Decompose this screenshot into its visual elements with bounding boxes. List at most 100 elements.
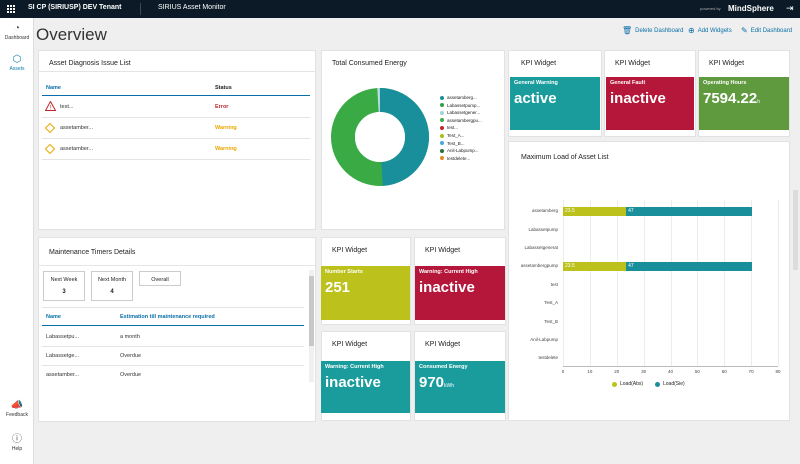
kpi-tile[interactable]: Warning: Current High inactive	[415, 266, 505, 320]
tab-overall[interactable]: Overall	[139, 271, 181, 286]
add-widgets-label: Add Widgets	[697, 27, 732, 34]
legend-item[interactable]: Test_B...	[440, 141, 465, 146]
kpi-value: 7594.22h	[703, 90, 760, 107]
column-header-status[interactable]: Status	[215, 85, 232, 91]
edit-dashboard-button[interactable]: ✎ Edit Dashboard	[741, 26, 792, 35]
maintenance-panel: Maintenance Timers Details	[38, 237, 316, 422]
legend-label: assetambergpu...	[447, 117, 482, 123]
bar[interactable]: 47	[626, 206, 753, 216]
kpi-unit: kWh	[444, 383, 455, 389]
y-tick-label: Labassetpump	[528, 226, 558, 232]
kpi-tile[interactable]: Number Starts 251	[321, 266, 410, 320]
donut-slice[interactable]	[331, 88, 429, 186]
kpi-value-text: inactive	[610, 90, 666, 107]
pencil-icon: ✎	[741, 26, 748, 35]
kpi-label: Warning: Current High	[419, 269, 478, 275]
sidebar-item-feedback[interactable]: 📣 Feedback	[0, 400, 34, 418]
x-tick-label: 80	[775, 369, 781, 374]
divider	[42, 138, 310, 139]
panel-title: Asset Diagnosis Issue List	[49, 60, 131, 67]
column-header-name[interactable]: Name	[46, 85, 61, 91]
kpi-label: Warning: Current High	[325, 364, 384, 370]
top-bar: SI CP (SIRIUSP) DEV Tenant SIRIUS Asset …	[0, 0, 800, 18]
kpi-tile[interactable]: Operating Hours 7594.22h	[699, 77, 789, 130]
sidebar-item-label: Help	[11, 446, 23, 452]
bar[interactable]: 23.5	[563, 206, 627, 216]
asset-diagnosis-panel: Asset Diagnosis Issue List	[38, 50, 316, 230]
tab-label: Next Month	[97, 277, 127, 283]
kpi-tile[interactable]: General Warning active	[510, 77, 600, 130]
row-estimation: Overdue	[120, 372, 142, 378]
energy-donut-chart[interactable]	[330, 87, 430, 187]
x-axis	[563, 366, 778, 367]
legend-label: Load(Abs)	[620, 381, 644, 387]
legend-item[interactable]: Anil-Labpump...	[440, 148, 479, 153]
kpi-value: 251	[325, 279, 350, 296]
legend-label: testdelete...	[447, 155, 471, 161]
legend-item[interactable]: Load(Sie)	[655, 381, 685, 387]
help-icon: ⓘ	[12, 434, 22, 445]
kpi-label: General Fault	[610, 80, 646, 86]
sidebar-item-assets[interactable]: ⬡ Assets	[0, 54, 34, 72]
sidebar-item-dashboard[interactable]: ◔ Dashboard	[0, 23, 34, 41]
feedback-icon: 📣	[10, 400, 24, 411]
legend-item[interactable]: assetambergpu...	[440, 118, 482, 123]
legend-label: Load(Sie)	[663, 381, 685, 387]
legend-swatch	[440, 103, 444, 108]
delete-dashboard-button[interactable]: 🗑 Delete Dashboard	[622, 26, 684, 35]
gridline	[616, 200, 618, 366]
bar-value-label: 47	[628, 262, 634, 269]
row-name: assetamber...	[60, 125, 94, 131]
legend-swatch	[440, 133, 444, 138]
assets-icon: ⬡	[12, 54, 22, 65]
tab-label: Overall	[151, 277, 169, 283]
warning-triangle-icon: !	[45, 101, 56, 111]
divider	[42, 307, 304, 308]
bar-value-label: 23.5	[565, 207, 575, 214]
legend-item[interactable]: test...	[440, 125, 458, 130]
legend-item[interactable]: testdelete...	[440, 156, 470, 161]
gridline	[589, 200, 591, 366]
y-tick-label: test	[550, 281, 558, 287]
kpi-tile[interactable]: Consumed Energy 970kWh	[415, 361, 505, 413]
legend-swatch	[440, 156, 444, 161]
bar[interactable]: 47	[626, 261, 753, 271]
legend-swatch	[655, 381, 660, 387]
legend-item[interactable]: Test_A...	[440, 133, 465, 138]
x-tick-label: 10	[587, 369, 593, 374]
chart-title: Maximum Load of Asset List	[521, 154, 609, 161]
legend-item[interactable]: assetamberg...	[440, 95, 477, 100]
legend-label: Anil-Labpump...	[447, 148, 479, 154]
column-header-estimation[interactable]: Estimation till maintenance required	[120, 314, 215, 320]
bar[interactable]: 23.5	[563, 261, 627, 271]
kpi-value-text: 251	[325, 279, 351, 296]
kpi-label: Consumed Energy	[419, 364, 468, 370]
scrollbar-thumb[interactable]	[309, 276, 314, 346]
page-scrollbar[interactable]	[793, 190, 798, 270]
kpi-tile[interactable]: General Fault inactive	[606, 77, 694, 130]
add-widgets-button[interactable]: ⊕ Add Widgets	[688, 26, 732, 35]
legend-label: Test_B...	[447, 140, 465, 146]
sidebar: ◔ Dashboard ⬡ Assets 📣 Feedback ⓘ Help	[0, 18, 34, 464]
panel-title: Total Consumed Energy	[332, 60, 407, 67]
brand-logo: MindSphere	[728, 4, 774, 13]
legend-item[interactable]: Labassetpump...	[440, 103, 480, 108]
app-launcher-icon[interactable]	[7, 5, 15, 13]
tab-next-week[interactable]: Next Week 3	[43, 271, 85, 301]
sidebar-item-label: Assets	[9, 66, 25, 72]
sidebar-item-label: Feedback	[6, 412, 28, 418]
row-estimation: Overdue	[120, 353, 142, 359]
warning-diamond-icon	[45, 123, 55, 133]
panel-title: KPI Widget	[332, 247, 368, 254]
donut-hole	[355, 112, 405, 162]
column-header-name[interactable]: Name	[46, 314, 61, 320]
panel-title: KPI Widget	[425, 247, 461, 254]
legend-swatch	[440, 110, 444, 115]
sidebar-item-help[interactable]: ⓘ Help	[0, 430, 34, 452]
logout-icon[interactable]: ⇥	[786, 3, 794, 13]
kpi-tile[interactable]: Warning: Current High inactive	[321, 361, 410, 413]
legend-item[interactable]: Load(Abs)	[612, 381, 643, 387]
legend-item[interactable]: Labassetgener...	[440, 110, 480, 115]
header-underline	[42, 95, 310, 96]
tab-next-month[interactable]: Next Month 4	[91, 271, 133, 301]
